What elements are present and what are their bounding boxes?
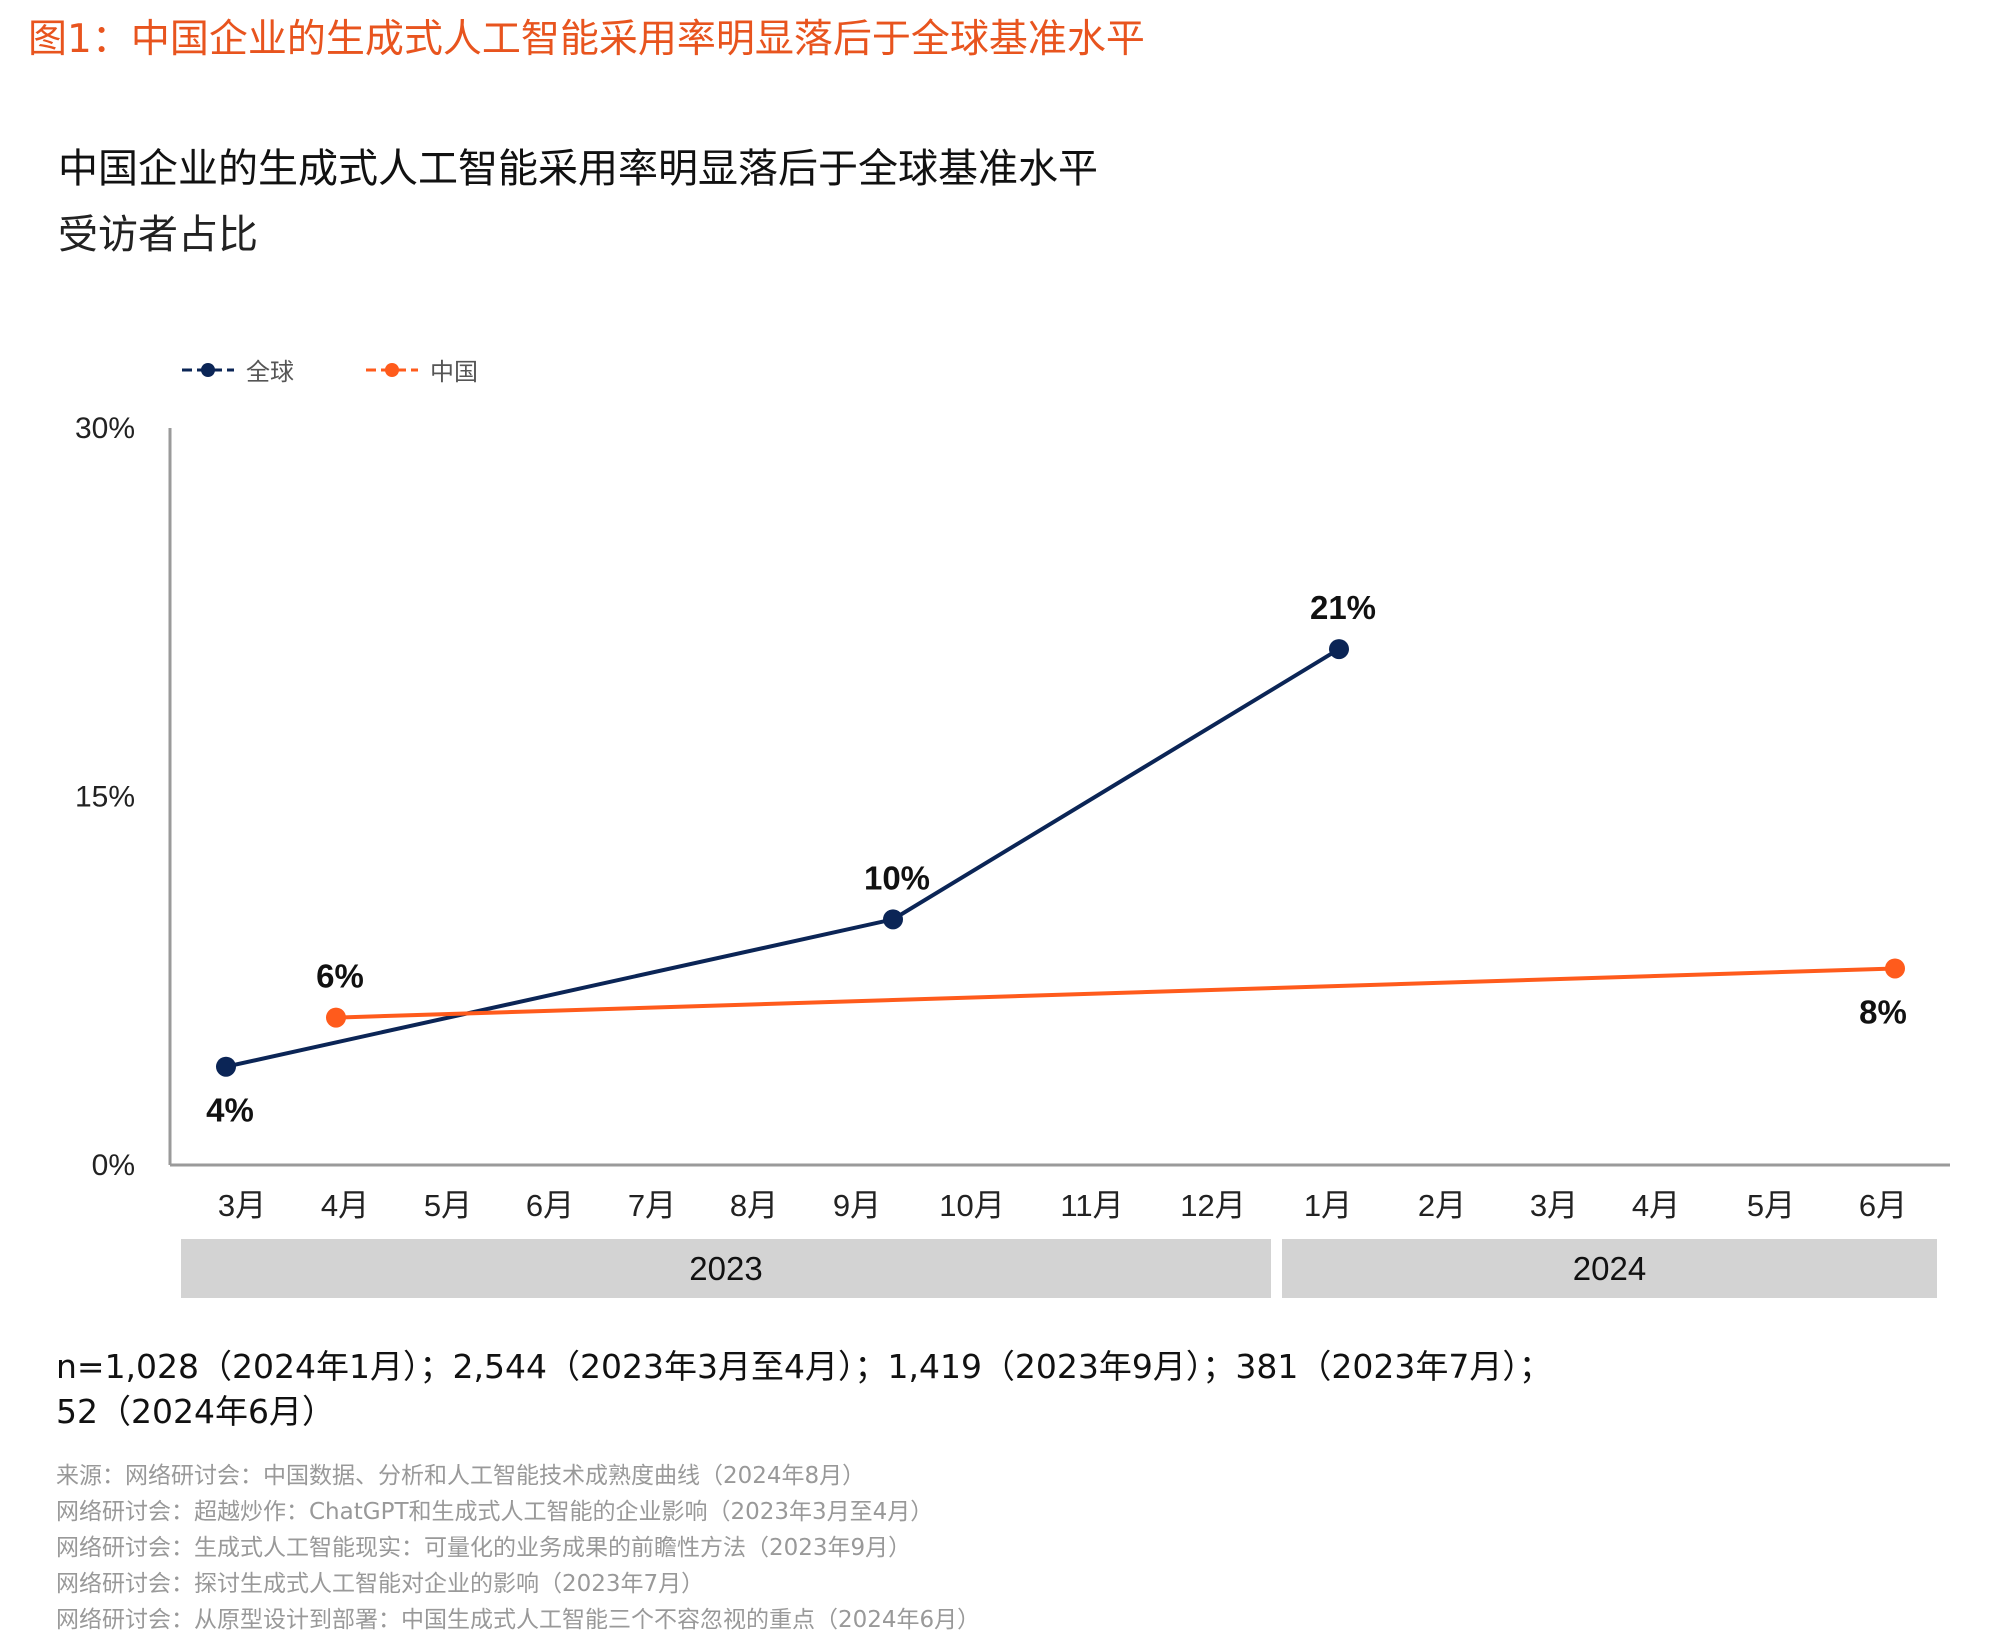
series-line-china [335, 966, 1896, 1020]
legend-item-global: 全球 [180, 352, 294, 387]
data-point [216, 1056, 236, 1077]
x-tick-label: 6月 [526, 1188, 574, 1223]
source-line: 网络研讨会：探讨生成式人工智能对企业的影响（2023年7月） [56, 1571, 705, 1597]
x-tick-label: 1月 [1304, 1188, 1352, 1223]
figure-title: 图1：中国企业的生成式人工智能采用率明显落后于全球基准水平 [28, 17, 1145, 62]
source-line: 网络研讨会：超越炒作：ChatGPT和生成式人工智能的企业影响（2023年3月至… [56, 1499, 934, 1525]
sample-size-note-line2: 52（2024年6月） [56, 1392, 335, 1431]
legend-label-global: 全球 [246, 358, 294, 386]
year-band [1282, 1239, 1937, 1298]
line-chart: 0% 15% 30% 3月 4月 5月 6月 7月 8月 9月 10月 11月 12月 1月 2月 3月 4月 5… [75, 412, 1950, 1298]
data-point [1885, 958, 1905, 979]
data-point [1329, 639, 1349, 660]
x-tick-label: 11月 [1060, 1188, 1123, 1223]
x-tick-label: 12月 [1180, 1188, 1245, 1223]
chart-title: 中国企业的生成式人工智能采用率明显落后于全球基准水平 [58, 146, 1098, 192]
year-label: 2023 [689, 1250, 762, 1287]
x-tick-label: 9月 [833, 1188, 881, 1223]
x-tick-label: 3月 [218, 1188, 266, 1223]
source-line: 来源：网络研讨会：中国数据、分析和人工智能技术成熟度曲线（2024年8月） [56, 1463, 866, 1489]
y-tick-label: 15% [75, 781, 135, 814]
source-line: 网络研讨会：从原型设计到部署：中国生成式人工智能三个不容忽视的重点（2024年6… [56, 1607, 981, 1633]
year-label: 2024 [1573, 1250, 1646, 1287]
y-tick-label: 0% [92, 1149, 135, 1182]
source-line: 网络研讨会：生成式人工智能现实：可量化的业务成果的前瞻性方法（2023年9月） [56, 1535, 912, 1561]
x-tick-label: 6月 [1859, 1188, 1907, 1223]
year-band [181, 1239, 1271, 1298]
legend-item-china: 中国 [364, 352, 478, 387]
x-tick-label: 8月 [730, 1188, 778, 1223]
data-label: 4% [206, 1092, 254, 1129]
data-label: 21% [1310, 589, 1376, 626]
x-tick-label: 4月 [1632, 1188, 1680, 1223]
y-tick-label: 30% [75, 412, 135, 445]
data-label: 6% [316, 958, 364, 995]
data-point [883, 909, 903, 930]
data-point [326, 1007, 346, 1028]
x-tick-label: 5月 [424, 1188, 472, 1223]
x-tick-label: 7月 [628, 1188, 676, 1223]
legend-marker-china-icon [366, 362, 418, 377]
x-tick-label: 2月 [1418, 1188, 1466, 1223]
data-label: 10% [864, 859, 930, 896]
x-tick-label: 4月 [321, 1188, 369, 1223]
chart-subtitle: 受访者占比 [58, 212, 258, 258]
x-tick-label: 10月 [939, 1188, 1004, 1223]
sample-size-note-line1: n=1,028（2024年1月）；2,544（2023年3月至4月）；1,419… [56, 1347, 1552, 1386]
x-tick-label: 3月 [1530, 1188, 1578, 1223]
legend-label-china: 中国 [430, 358, 478, 386]
legend-marker-global-icon [182, 362, 234, 377]
data-label: 8% [1859, 993, 1907, 1030]
x-tick-label: 5月 [1747, 1188, 1795, 1223]
